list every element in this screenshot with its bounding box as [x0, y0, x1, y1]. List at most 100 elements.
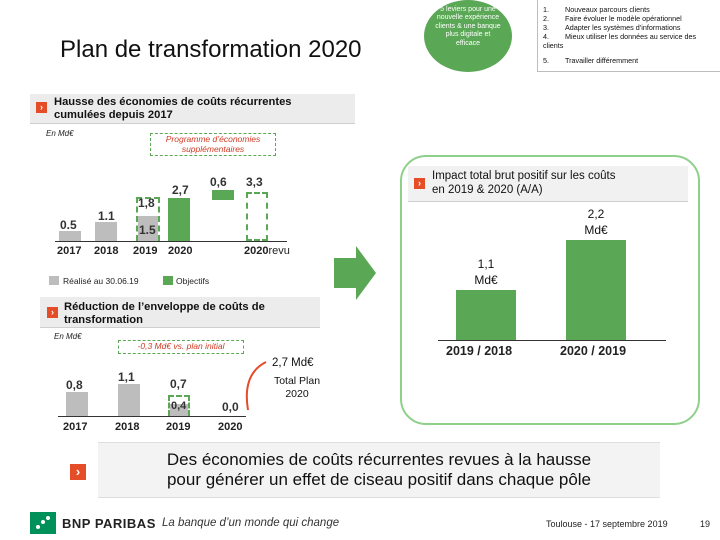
- legend-objectives-label: Objectifs: [176, 276, 210, 286]
- section1-header: [30, 94, 355, 124]
- lever-number: 5.: [543, 56, 549, 65]
- axis-2020-revised-year: 2020: [244, 245, 269, 257]
- section2-note: -0,3 Md€ vs. plan initial: [118, 340, 244, 354]
- lever-item: 1. Nouveaux parcours clients: [543, 5, 650, 14]
- lever-item: 2. Faire évoluer le modèle opérationnel: [543, 14, 682, 23]
- impact-panel: [400, 155, 700, 425]
- footer-tagline: La banque d’un monde qui change: [162, 517, 340, 529]
- value2-2019-realised: 0,4: [171, 400, 187, 412]
- value2-2018: 1,1: [118, 370, 135, 384]
- section2-axis: [58, 416, 246, 417]
- axis-2020: 2020: [168, 245, 193, 257]
- value2-2019: 0,7: [170, 377, 187, 391]
- chevron-right-icon: ›: [36, 102, 47, 113]
- impact-value-2019-unit: Md€: [474, 273, 498, 288]
- total-label-line1: Total Plan: [273, 375, 321, 387]
- impact-value-2020-unit: Md€: [584, 223, 608, 238]
- legend-realised-swatch: [49, 276, 59, 285]
- axis-2018: 2018: [94, 245, 119, 257]
- legend-realised-label: Réalisé au 30.06.19: [63, 276, 139, 286]
- total-label: Total Plan 2020: [268, 375, 326, 400]
- levers-list: 1. Nouveaux parcours clients 2. Faire évol…: [537, 0, 720, 72]
- bar-2017: [59, 231, 81, 241]
- bar-2020-revised: [246, 192, 268, 241]
- section2-unit: En Md€: [54, 332, 82, 341]
- lever-label: Mieux utiliser les données au service de…: [543, 32, 697, 50]
- page-number: 19: [700, 519, 711, 529]
- chevron-right-icon: ›: [70, 464, 86, 480]
- value-2019-realised: 1.5: [139, 223, 156, 237]
- axis2-2020: 2020: [218, 421, 243, 433]
- value-extra: 0,6: [210, 175, 227, 189]
- lever-label: Travailler différemment: [565, 56, 639, 65]
- value2-2020: 0,0: [222, 400, 239, 414]
- bar-2019-realised: [138, 216, 158, 241]
- lever-label: Nouveaux parcours clients: [565, 5, 650, 14]
- impact-title-line1: Impact total brut positif sur les coûts: [432, 170, 616, 182]
- impact-value-2020: 2,2 Md€: [566, 206, 626, 238]
- value-2020: 2,7: [172, 183, 189, 197]
- program-label: Programme d’économies supplémentaires: [150, 133, 276, 156]
- impact-value-2019: 1,1 Md€: [456, 256, 516, 288]
- lever-label: Faire évoluer le modèle opérationnel: [565, 14, 682, 23]
- legend-objectives-swatch: [163, 276, 173, 285]
- lever-item: 5. Travailler différemment: [543, 56, 638, 65]
- section2-title-line1: Réduction de l’enveloppe de coûts de: [64, 301, 265, 313]
- arrow-head-icon: [356, 246, 376, 300]
- total-label-line2: 2020: [285, 387, 309, 400]
- lever-number: 1.: [543, 5, 549, 14]
- page-title: Plan de transformation 2020: [60, 36, 362, 63]
- value-2018: 1.1: [98, 209, 115, 223]
- conclusion-line1: Des économies de coûts récurrentes revue…: [166, 450, 592, 469]
- lever-number: 3.: [543, 23, 549, 32]
- bar2-2019-realised: [170, 404, 188, 416]
- total-value: 2,7 Md€: [272, 357, 314, 369]
- value-2019-objective: 1,8: [138, 196, 155, 210]
- axis2-2019: 2019: [166, 421, 191, 433]
- section1-unit: En Md€: [46, 129, 74, 138]
- lever-item: 3. Adapter les systèmes d’informations: [543, 23, 680, 32]
- total-brace: [245, 361, 267, 411]
- conclusion-band: [98, 442, 660, 498]
- impact-header: [408, 166, 688, 202]
- bar-2018: [95, 222, 117, 241]
- program-label-line1: Programme d’économies: [165, 134, 261, 144]
- section2-title: Réduction de l’enveloppe de coûts de tra…: [64, 301, 265, 328]
- section1-axis: [55, 241, 287, 242]
- impact-axis-2020: 2020 / 2019: [560, 344, 627, 358]
- axis-2019: 2019: [133, 245, 158, 257]
- axis2-2018: 2018: [115, 421, 140, 433]
- section2-header: [40, 297, 320, 328]
- axis2-2017: 2017: [63, 421, 88, 433]
- impact-value-2020-number: 2,2: [587, 207, 605, 221]
- program-label-line2: supplémentaires: [181, 143, 245, 154]
- bar-2020: [168, 198, 190, 241]
- conclusion-line2: pour générer un effet de ciseau positif …: [166, 470, 592, 490]
- bnp-logo-icon: [30, 512, 56, 534]
- levers-oval: 5 leviers pour une nouvelle expérience c…: [424, 0, 512, 72]
- arrow-right-icon: [334, 258, 356, 288]
- section1-title: Hausse des économies de coûts récurrente…: [54, 96, 292, 123]
- bar2-2017: [66, 392, 88, 416]
- impact-axis: [438, 340, 666, 341]
- impact-title: Impact total brut positif sur les coûts …: [432, 170, 615, 198]
- value-2017: 0.5: [60, 218, 77, 232]
- axis-2017: 2017: [57, 245, 82, 257]
- lever-number: 4.: [543, 32, 549, 41]
- value-2020-revised: 3,3: [246, 175, 263, 189]
- impact-value-2019-number: 1,1: [477, 257, 495, 271]
- chevron-right-icon: ›: [414, 178, 425, 189]
- impact-title-line2: en 2019 & 2020 (A/A): [432, 183, 543, 196]
- chevron-right-icon: ›: [47, 307, 58, 318]
- section1-title-line1: Hausse des économies de coûts récurrente…: [54, 96, 292, 108]
- conclusion-text: Des économies de coûts récurrentes revue…: [98, 450, 660, 491]
- section2-title-line2: transformation: [64, 314, 143, 327]
- impact-axis-2019: 2019 / 2018: [446, 344, 513, 358]
- lever-label: Adapter les systèmes d’informations: [565, 23, 681, 32]
- footer-date: Toulouse - 17 septembre 2019: [546, 519, 668, 529]
- impact-bar-2020: [566, 240, 626, 340]
- axis-2020-revised-suffix: revu: [268, 245, 290, 257]
- value2-2017: 0,8: [66, 378, 83, 392]
- bar-extra-savings: [212, 190, 234, 200]
- axis-2020-revised: 2020revu: [244, 245, 290, 257]
